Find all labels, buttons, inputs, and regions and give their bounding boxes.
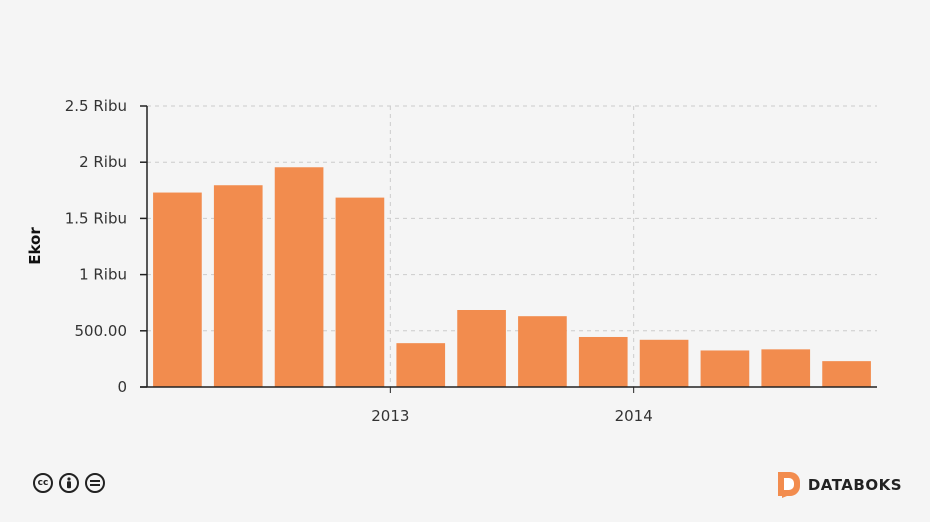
x-tick-labels: 2013 2014 <box>371 407 653 425</box>
databoks-logo-icon <box>777 472 800 498</box>
brand-name: DATABOKS <box>807 476 902 494</box>
y-tick-label: 1.5 Ribu <box>65 209 127 227</box>
bar <box>518 316 567 387</box>
bar <box>822 361 871 387</box>
x-tick-label: 2013 <box>371 407 409 425</box>
bar <box>396 343 446 387</box>
bar <box>335 197 385 387</box>
license-icons: cc <box>33 473 105 493</box>
by-icon <box>59 473 79 493</box>
x-tick-label: 2014 <box>615 407 653 425</box>
bar <box>213 185 263 387</box>
bar <box>274 167 324 387</box>
y-tick-label: 2.5 Ribu <box>65 97 127 115</box>
gridlines <box>147 105 877 387</box>
y-tick-label: 0 <box>117 378 127 396</box>
nd-icon <box>85 473 105 493</box>
y-tick-label: 1 Ribu <box>79 266 127 284</box>
bars <box>153 167 871 387</box>
bar <box>761 349 811 387</box>
axes <box>140 105 877 393</box>
y-axis-title: Ekor <box>26 227 44 265</box>
y-tick-label: 2 Ribu <box>79 153 127 171</box>
brand-logo: DATABOKS <box>777 472 902 498</box>
bar <box>578 336 628 387</box>
y-tick-label: 500.00 <box>75 322 128 340</box>
bar <box>639 339 689 387</box>
cc-icon: cc <box>33 473 53 493</box>
y-tick-labels: 0 500.00 1 Ribu 1.5 Ribu 2 Ribu 2.5 Ribu <box>65 97 127 396</box>
bar <box>457 310 506 387</box>
bar <box>700 350 750 387</box>
bar <box>153 192 202 387</box>
